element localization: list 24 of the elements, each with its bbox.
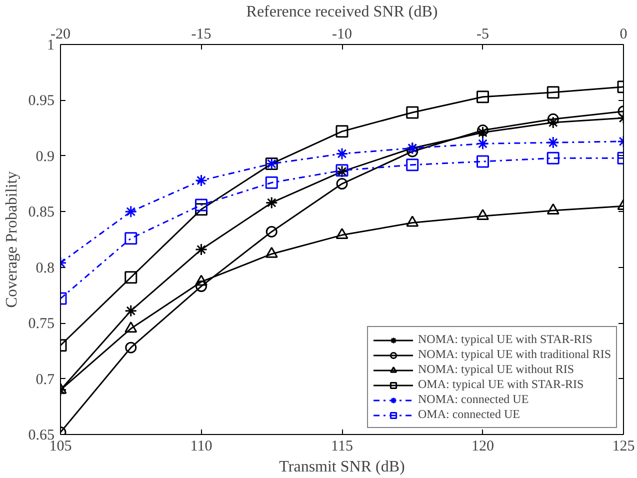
y-tick-label: 0.7 bbox=[36, 372, 55, 388]
x-tick-label: 105 bbox=[49, 438, 72, 454]
x-tick-label: 125 bbox=[612, 438, 635, 454]
x2-tick-label: 0 bbox=[620, 26, 628, 42]
x2-tick-label: -15 bbox=[191, 26, 212, 42]
legend-label: OMA: connected UE bbox=[418, 407, 520, 422]
y-tick-label: 0.9 bbox=[36, 148, 54, 165]
x-tick-label: 120 bbox=[472, 438, 494, 454]
x-tick-label: 115 bbox=[331, 438, 353, 454]
legend-label: NOMA: typical UE without RIS bbox=[418, 362, 574, 377]
y-tick-label: 0.95 bbox=[28, 93, 54, 110]
legend-label: NOMA: connected UE bbox=[418, 392, 529, 407]
x-axis-title: Transmit SNR (dB) bbox=[279, 458, 405, 476]
legend-label: OMA: typical UE with STAR-RIS bbox=[418, 377, 584, 392]
legend-label: NOMA: typical UE with STAR-RIS bbox=[418, 332, 592, 347]
y-axis-title: Coverage Probability bbox=[3, 171, 20, 308]
x2-tick-label: -10 bbox=[332, 26, 352, 42]
y-tick-label: 0.8 bbox=[36, 260, 54, 276]
legend-label: NOMA: typical UE with traditional RIS bbox=[418, 347, 611, 362]
x2-tick-label: -5 bbox=[476, 26, 489, 42]
x-tick-label: 110 bbox=[190, 438, 212, 454]
y-tick-label: 0.85 bbox=[28, 204, 54, 221]
x2-axis-title: Reference received SNR (dB) bbox=[246, 4, 438, 20]
y-tick-label: 0.75 bbox=[28, 316, 54, 332]
